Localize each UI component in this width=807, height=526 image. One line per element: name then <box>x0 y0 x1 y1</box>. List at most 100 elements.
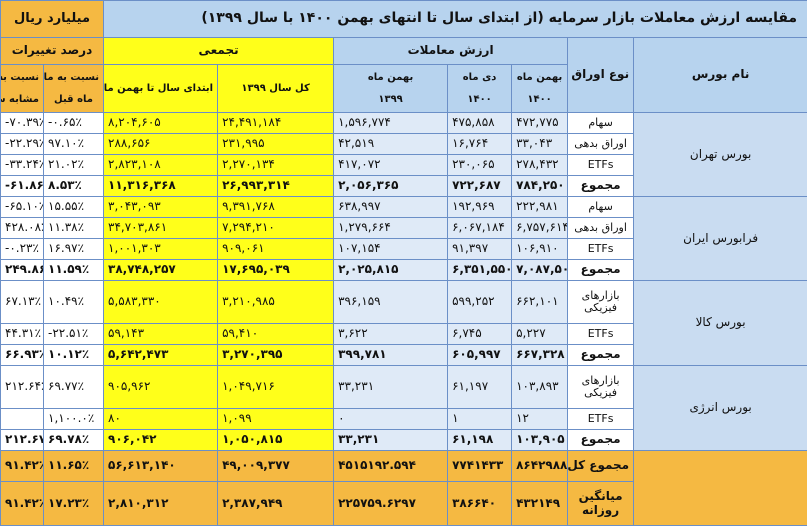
value-cell: ۶,۷۴۵ <box>448 324 512 345</box>
unit-label: میلیارد ریال <box>1 1 104 38</box>
value-cell: ۲۱۲.۶۴٪ <box>1 366 44 409</box>
value-cell: ۲۴,۴۹۱,۱۸۴ <box>218 113 334 134</box>
value-cell: ۱,۰۰۱,۳۰۳ <box>104 239 218 260</box>
value-cell: ۱,۰۵۰,۸۱۵ <box>218 430 334 451</box>
value-cell: -۲۲.۵۱٪ <box>44 324 104 345</box>
value-cell: ۶۹.۷۷٪ <box>44 366 104 409</box>
value-cell: ۱۵.۵۵٪ <box>44 197 104 218</box>
row-total-label: مجموع <box>568 260 634 281</box>
value-cell: ۴۷۵,۸۵۸ <box>448 113 512 134</box>
value-cell: ۶,۳۵۱,۵۵۰ <box>448 260 512 281</box>
grand-total-value: ۹۱.۴۲٪ <box>1 451 44 482</box>
value-cell: ۳۴,۷۰۳,۸۶۱ <box>104 218 218 239</box>
value-cell: ۹۰۹,۰۶۱ <box>218 239 334 260</box>
row-security-label: ETFs <box>568 155 634 176</box>
daily-average-value: ۲,۸۱۰,۳۱۲ <box>104 482 218 526</box>
value-cell: -۲۲.۲۹٪ <box>1 134 44 155</box>
value-cell: ۵,۲۲۷ <box>512 324 568 345</box>
value-cell: ۱۰۷,۱۵۴ <box>334 239 448 260</box>
daily-average-value: ۳۸۶۶۴۰ <box>448 482 512 526</box>
value-cell: ۵۹,۴۱۰ <box>218 324 334 345</box>
value-cell: ۵,۶۴۲,۴۷۳ <box>104 345 218 366</box>
value-cell <box>1 409 44 430</box>
value-cell: ۲,۲۷۰,۱۳۴ <box>218 155 334 176</box>
value-cell: ۹۷.۱۰٪ <box>44 134 104 155</box>
value-cell: -۶۵.۱۰٪ <box>1 197 44 218</box>
value-cell: -۶۱.۸۶٪ <box>1 176 44 197</box>
value-cell: ۸,۲۰۴,۶۰۵ <box>104 113 218 134</box>
value-cell: ۳۳,۲۳۱ <box>334 430 448 451</box>
value-cell: ۲۸۸,۶۵۶ <box>104 134 218 155</box>
value-cell: ۶۶۷,۳۲۸ <box>512 345 568 366</box>
value-cell: ۷,۰۸۷,۵۰۵ <box>512 260 568 281</box>
grand-total-value: ۱۱.۶۵٪ <box>44 451 104 482</box>
row-total-label: مجموع <box>568 176 634 197</box>
value-cell: -۰.۶۵٪ <box>44 113 104 134</box>
summary-empty-cell <box>634 451 807 526</box>
row-security-label: سهام <box>568 113 634 134</box>
grand-total-value: ۸۶۴۲۹۸۸ <box>512 451 568 482</box>
value-cell: ۱۲ <box>512 409 568 430</box>
value-cell: ۳۳,۰۴۳ <box>512 134 568 155</box>
value-cell: ۵۹,۱۴۳ <box>104 324 218 345</box>
value-cell: ۶۳۸,۹۹۷ <box>334 197 448 218</box>
value-cell: ۶۹.۷۸٪ <box>44 430 104 451</box>
value-cell: ۲۷۸,۴۳۲ <box>512 155 568 176</box>
col-vs-same-month: نسبت به ماهمشابه سال <box>1 65 44 113</box>
value-cell: -۳۳.۲۴٪ <box>1 155 44 176</box>
exchange-name-cell: بورس انرژی <box>634 366 807 451</box>
value-cell: ۳۹۹,۷۸۱ <box>334 345 448 366</box>
value-cell: ۲۱.۰۲٪ <box>44 155 104 176</box>
value-cell: ۳۹۶,۱۵۹ <box>334 281 448 324</box>
value-cell: ۶,۷۵۷,۶۱۴ <box>512 218 568 239</box>
value-cell: ۴۲,۵۱۹ <box>334 134 448 155</box>
value-cell: ۴۲۸.۰۸٪ <box>1 218 44 239</box>
value-cell: -۷۰.۳۹٪ <box>1 113 44 134</box>
value-cell: ۱۷,۶۹۵,۰۳۹ <box>218 260 334 281</box>
col-exchange-name: نام بورس <box>634 38 807 113</box>
row-security-label: ETFs <box>568 324 634 345</box>
value-cell: ۵,۵۸۳,۳۳۰ <box>104 281 218 324</box>
value-cell: ۱۱.۵۹٪ <box>44 260 104 281</box>
value-cell: ۶۱,۱۹۷ <box>448 366 512 409</box>
value-cell: ۰ <box>334 409 448 430</box>
grand-total-value: ۷۷۴۱۴۳۳ <box>448 451 512 482</box>
value-cell: ۱,۵۹۶,۷۷۴ <box>334 113 448 134</box>
value-cell: ۶,۰۶۷,۱۸۴ <box>448 218 512 239</box>
value-cell: ۵۹۹,۲۵۲ <box>448 281 512 324</box>
value-cell: ۳,۶۲۲ <box>334 324 448 345</box>
row-security-label: ETFs <box>568 239 634 260</box>
value-cell: ۲۴۹.۸۶٪ <box>1 260 44 281</box>
value-cell: ۲۲۲,۹۸۱ <box>512 197 568 218</box>
value-cell: ۱۰.۴۹٪ <box>44 281 104 324</box>
value-cell: ۱۹۲,۹۶۹ <box>448 197 512 218</box>
value-cell: ۲,۸۲۳,۱۰۸ <box>104 155 218 176</box>
value-cell: ۳۸,۷۴۸,۲۵۷ <box>104 260 218 281</box>
value-cell: ۴۴.۳۱٪ <box>1 324 44 345</box>
value-cell: ۳۳,۲۳۱ <box>334 366 448 409</box>
value-cell: ۱۶,۷۶۴ <box>448 134 512 155</box>
value-cell: ۶۶۲,۱۰۱ <box>512 281 568 324</box>
exchange-name-cell: بورس کالا <box>634 281 807 366</box>
row-security-label: اوراق بدهی <box>568 134 634 155</box>
value-cell: ۷۲۲,۶۸۷ <box>448 176 512 197</box>
row-security-label: ETFs <box>568 409 634 430</box>
value-cell: ۲,۰۲۵,۸۱۵ <box>334 260 448 281</box>
value-cell: ۶۰۵,۹۹۷ <box>448 345 512 366</box>
value-cell: ۳,۲۷۰,۳۹۵ <box>218 345 334 366</box>
value-cell: ۱,۲۷۹,۶۶۴ <box>334 218 448 239</box>
value-cell: ۴۷۲,۷۷۵ <box>512 113 568 134</box>
value-cell: ۹۰۵,۹۶۲ <box>104 366 218 409</box>
value-cell: ۷۸۴,۲۵۰ <box>512 176 568 197</box>
value-cell: ۲۳۰,۰۶۵ <box>448 155 512 176</box>
row-security-label: اوراق بدهی <box>568 218 634 239</box>
value-cell: ۲,۰۵۶,۳۶۵ <box>334 176 448 197</box>
value-cell: ۱۶.۹۷٪ <box>44 239 104 260</box>
